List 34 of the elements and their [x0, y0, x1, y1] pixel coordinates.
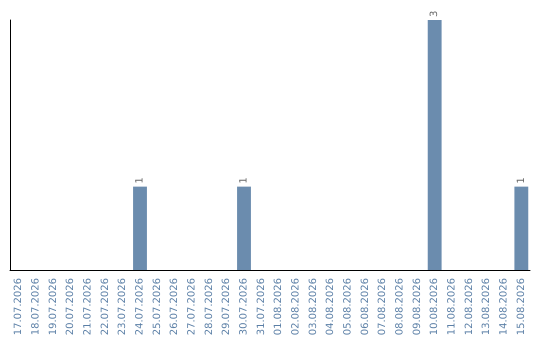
x-tick-label: 17.07.2026 [13, 278, 24, 336]
x-tick-label: 10.08.2026 [429, 278, 440, 336]
x-tick-label: 13.08.2026 [481, 278, 492, 336]
x-tick-label: 27.07.2026 [186, 278, 198, 336]
x-tick-label: 29.07.2026 [221, 278, 232, 336]
x-tick-label: 05.08.2026 [342, 278, 354, 336]
x-tick-label: 19.07.2026 [48, 278, 59, 336]
data-label: 1 [238, 177, 250, 184]
x-tick-label: 11.08.2026 [446, 278, 458, 336]
x-tick-label: 01.08.2026 [273, 278, 284, 336]
data-label: 1 [516, 177, 527, 184]
x-tick-label: 08.08.2026 [394, 278, 406, 336]
data-label: 1 [134, 177, 146, 184]
x-tick-label: 04.08.2026 [325, 278, 336, 336]
x-tick-label: 30.07.2026 [238, 278, 250, 336]
x-tick-label: 03.08.2026 [308, 278, 319, 336]
x-tick-label: 24.07.2026 [134, 278, 146, 336]
x-tick-label: 20.07.2026 [65, 278, 76, 336]
x-tick-label: 28.07.2026 [204, 278, 215, 336]
data-label: 3 [429, 10, 440, 17]
x-tick-label: 14.08.2026 [498, 278, 510, 336]
x-tick-label: 26.07.2026 [169, 278, 180, 336]
x-tick-label: 18.07.2026 [30, 278, 42, 336]
x-tick-label: 22.07.2026 [100, 278, 111, 336]
x-tick-label: 23.07.2026 [117, 278, 128, 336]
x-tick-label: 21.07.2026 [82, 278, 94, 336]
x-tick-label: 25.07.2026 [152, 278, 163, 336]
x-tick-label: 12.08.2026 [464, 278, 475, 336]
x-tick-label: 15.08.2026 [516, 278, 527, 336]
x-tick-label: 09.08.2026 [412, 278, 423, 336]
x-tick-label: 31.07.2026 [256, 278, 267, 336]
x-tick-label: 06.08.2026 [360, 278, 371, 336]
x-tick-label: 07.08.2026 [377, 278, 388, 336]
x-tick-label: 02.08.2026 [290, 278, 302, 336]
